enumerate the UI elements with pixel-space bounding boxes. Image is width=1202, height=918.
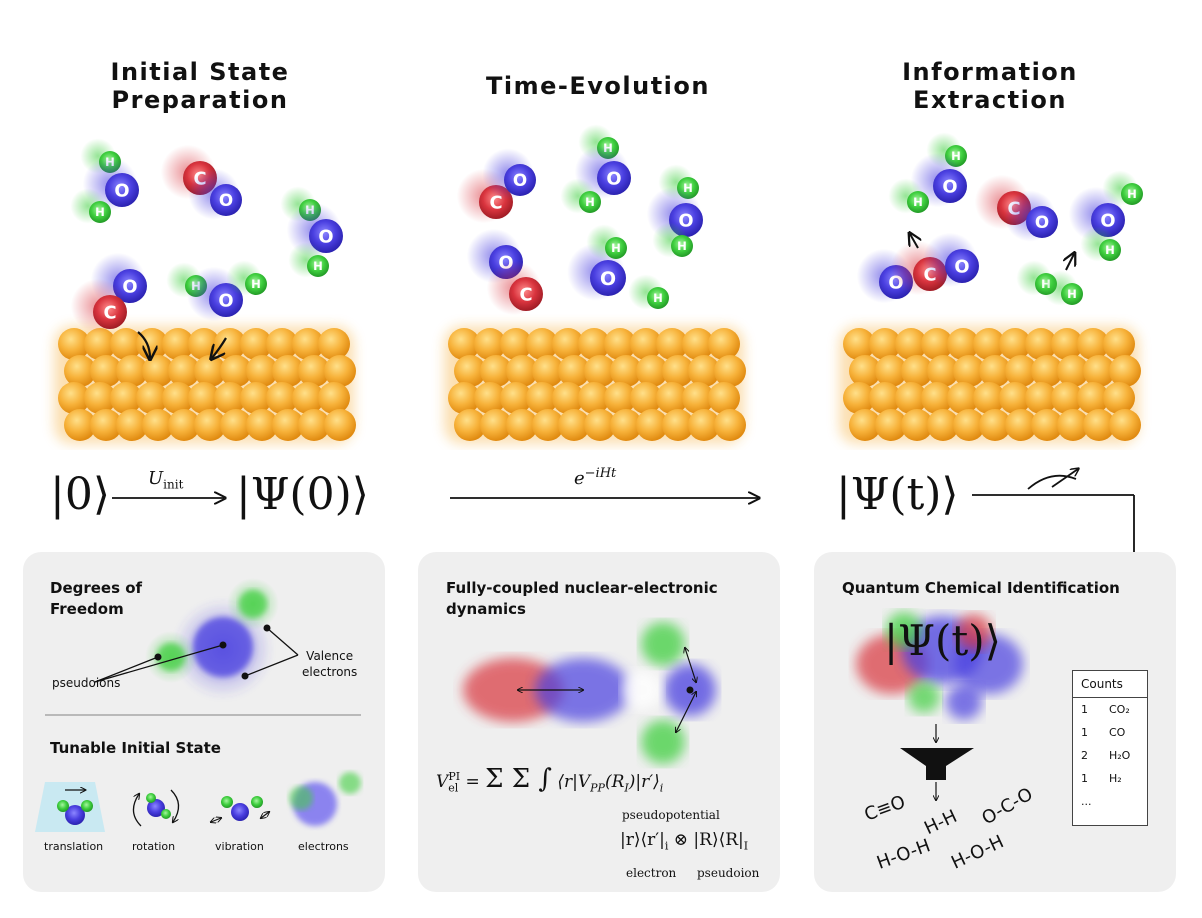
svg-text:O: O [318, 226, 333, 247]
carbon-atom: C [70, 278, 127, 334]
svg-text:O: O [600, 268, 616, 290]
uinit-arrow [112, 488, 230, 508]
oxygen-atom: O [922, 232, 979, 288]
identification-wavefunction: |Ψ(t)⟩ [884, 616, 1002, 665]
counts-row: 2 H₂O [1081, 749, 1131, 762]
mixed-state-blob [856, 612, 1023, 720]
catalyst-surface [839, 326, 1141, 444]
desorption-arrow [1066, 254, 1074, 271]
svg-text:O: O [954, 256, 969, 277]
svg-text:H: H [1105, 243, 1115, 257]
svg-text:H: H [95, 205, 105, 219]
svg-text:O: O [678, 210, 693, 231]
measurement-meter-icon [1027, 469, 1078, 490]
mode-rotation: rotation [132, 840, 176, 853]
valence-electrons-label: Valence electrons [302, 649, 358, 679]
svg-text:C: C [519, 284, 532, 305]
projector-equation: |r⟩⟨r′|i ⊗ |R⟩⟨R|I [620, 830, 749, 853]
svg-text:H: H [313, 259, 323, 273]
hydrogen-atom: H [70, 188, 111, 224]
hydrogen-atom: H [888, 178, 929, 214]
dof-title: Degrees of Freedom [50, 579, 143, 618]
oxygen-atom: O [1004, 190, 1058, 242]
hydrogen-atom: H [288, 242, 329, 278]
catalyst-surface [54, 326, 356, 444]
oxygen-atom: O [567, 243, 626, 301]
counts-header: Counts [1073, 671, 1147, 698]
svg-text:H: H [611, 241, 621, 255]
svg-text:C: C [103, 302, 116, 323]
counts-table: Counts 1 CO₂ 1 CO 2 H₂O 1 H₂ ... [1072, 670, 1148, 826]
svg-text:O: O [219, 190, 233, 210]
dof-illustration [45, 578, 361, 716]
desorption-arrow [910, 234, 918, 249]
svg-text:H: H [1127, 187, 1137, 201]
column-title-time-evolution: Time-Evolution [486, 72, 710, 100]
svg-text:H: H [683, 181, 693, 195]
brace-label-pseudopotential: pseudopotential [622, 808, 720, 822]
svg-text:H: H [1067, 287, 1077, 301]
svg-text:H: H [951, 149, 961, 163]
svg-text:O: O [1100, 210, 1115, 231]
identification-title: Quantum Chemical Identification [842, 579, 1120, 597]
funnel-icon [900, 748, 974, 780]
hydrogen-atom: H [226, 260, 267, 296]
svg-text:O: O [218, 290, 233, 311]
svg-text:O: O [942, 176, 957, 197]
hydrogen-atom: H [1042, 270, 1083, 306]
hydrogen-atom: H [652, 222, 693, 258]
mode-electrons: electrons [298, 840, 349, 853]
pseudoions-label: pseudoions [52, 676, 121, 690]
evolution-arrow [450, 488, 766, 508]
hydrogen-atom: H [1080, 226, 1121, 262]
rotation-icon [132, 789, 180, 827]
uinit-label: Uinit [148, 468, 184, 492]
counts-row: 1 CO [1081, 726, 1126, 739]
svg-text:O: O [513, 170, 527, 190]
mode-translation: translation [44, 840, 104, 853]
panel-dynamics [418, 552, 780, 892]
svg-text:O: O [122, 276, 137, 297]
carbon-atom: C [486, 260, 543, 316]
svg-text:O: O [1035, 212, 1049, 232]
pseudopotential-equation: VelPI = Σ Σ ∫ ⟨r|VPP(RI)|r′⟩i [436, 764, 664, 795]
adsorption-arrow [137, 331, 150, 358]
svg-text:H: H [913, 195, 923, 209]
identification-illustration [856, 612, 1023, 892]
tunable-modes-illustration [35, 772, 361, 832]
counts-row: 1 H₂ [1081, 772, 1122, 785]
counts-row: ... [1081, 795, 1092, 808]
svg-text:H: H [653, 291, 663, 305]
translation-icon [35, 782, 105, 832]
svg-text:O: O [606, 168, 621, 189]
hydrogen-atom: H [586, 224, 627, 260]
oxygen-atom: O [188, 168, 242, 220]
mode-vibration: vibration [215, 840, 264, 853]
svg-text:O: O [114, 180, 129, 201]
dynamics-illustration [463, 622, 716, 764]
svg-text:H: H [251, 277, 261, 291]
brace-label-electron: electron [626, 866, 677, 880]
oxygen-atom: O [482, 148, 536, 200]
electrons-icon [289, 772, 361, 826]
catalyst-surface [444, 326, 746, 444]
evolution-operator: e−iHt [574, 466, 617, 489]
ket-zero: |0⟩ [50, 469, 110, 520]
scene-illustrations: HOHCOHOHOCHOHCOHOHHOHOCOHHHOHCOHOHOCOHH [54, 124, 1143, 444]
svg-text:H: H [677, 239, 687, 253]
counts-row: 1 CO₂ [1081, 703, 1130, 716]
vibration-icon [211, 796, 269, 822]
dynamics-title: Fully-coupled nuclear-electronic dynamics [446, 579, 718, 618]
column-title-information-extraction: Information Extraction [902, 58, 1078, 114]
hydrogen-atom: H [560, 178, 601, 214]
column-title-initial-state: Initial State Preparation [110, 58, 290, 114]
psi-t: |Ψ(t)⟩ [836, 469, 959, 520]
brace-label-pseudoion: pseudoion [697, 866, 760, 880]
psi-zero: |Ψ(0)⟩ [236, 469, 369, 520]
tunable-initial-state-title: Tunable Initial State [50, 739, 221, 757]
svg-text:H: H [585, 195, 595, 209]
hydrogen-atom: H [628, 274, 669, 310]
adsorption-arrow [212, 337, 227, 358]
